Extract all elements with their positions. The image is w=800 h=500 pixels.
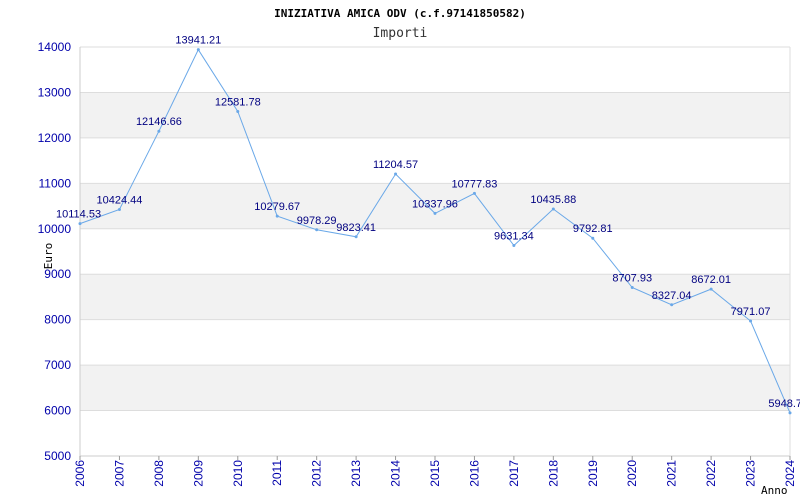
data-point (196, 48, 200, 52)
x-tick-label: 2018 (546, 460, 560, 487)
x-tick-label: 2013 (349, 460, 363, 487)
data-point (749, 319, 753, 323)
data-point (472, 191, 476, 195)
data-point (394, 172, 398, 176)
data-point (433, 211, 437, 215)
data-point (551, 207, 555, 211)
y-tick-label: 12000 (38, 131, 72, 145)
data-point (709, 287, 713, 291)
data-point (315, 228, 319, 232)
data-label: 13941.21 (175, 35, 221, 47)
x-tick-label: 2020 (625, 460, 639, 487)
chart-subtitle: Importi (373, 26, 428, 41)
data-point (78, 222, 82, 226)
y-tick-label: 6000 (44, 404, 71, 418)
grid-band (80, 274, 790, 320)
grid-band (80, 92, 790, 138)
x-tick-label: 2016 (467, 460, 481, 487)
y-tick-labels: 5000 6000 7000 8000 9000 10000 11000 12000 13000… (38, 40, 72, 463)
data-label: 10777.83 (451, 178, 497, 190)
data-point (157, 129, 161, 133)
grid-band (80, 365, 790, 411)
data-point (670, 303, 674, 307)
y-tick-label: 9000 (44, 267, 71, 281)
x-tick-label: 2023 (744, 460, 758, 487)
chart-title: INIZIATIVA AMICA ODV (c.f.97141850582) (274, 7, 526, 20)
x-tick-label: 2014 (389, 460, 403, 487)
data-point (591, 236, 595, 240)
y-tick-label: 13000 (38, 85, 72, 99)
data-label: 8707.93 (612, 272, 652, 284)
x-tick-label: 2008 (152, 460, 166, 487)
x-tick-labels: 2006 2007 2008 2009 2010 2011 2012 2013 2014 2015… (73, 456, 797, 487)
x-tick-label: 2017 (507, 460, 521, 487)
x-tick-label: 2009 (191, 460, 205, 487)
data-label: 10279.67 (254, 201, 300, 213)
y-tick-label: 8000 (44, 313, 71, 327)
y-tick-label: 7000 (44, 358, 71, 372)
data-label: 12581.78 (215, 96, 261, 108)
x-axis-label: Anno (761, 484, 788, 497)
y-tick-label: 10000 (38, 222, 72, 236)
data-point (788, 411, 792, 415)
x-tick-label: 2019 (586, 460, 600, 487)
data-label: 9978.29 (297, 215, 337, 227)
data-label: 10337.96 (412, 198, 458, 210)
grid-bands (80, 92, 790, 411)
data-point (236, 109, 240, 113)
data-label: 8672.01 (691, 274, 731, 286)
y-tick-label: 14000 (38, 40, 72, 54)
data-label: 9823.41 (336, 222, 376, 234)
data-label: 10424.44 (96, 194, 142, 206)
x-tick-label: 2021 (665, 460, 679, 487)
x-tick-label: 2010 (231, 460, 245, 487)
data-label: 10435.88 (530, 194, 576, 206)
data-point (354, 235, 358, 239)
y-tick-label: 5000 (44, 449, 71, 463)
x-tick-label: 2012 (310, 460, 324, 487)
data-point (630, 285, 634, 289)
data-point (275, 214, 279, 218)
data-label: 9631.34 (494, 231, 534, 243)
y-axis-label: Euro (42, 243, 55, 270)
data-label: 12146.66 (136, 116, 182, 128)
data-label: 5948.7 (768, 398, 800, 410)
data-point (117, 207, 121, 211)
data-points (78, 48, 792, 415)
x-tick-label: 2015 (428, 460, 442, 487)
data-label: 9792.81 (573, 223, 613, 235)
data-label: 11204.57 (373, 159, 418, 171)
grid-band (80, 183, 790, 229)
x-tick-label: 2024 (783, 460, 797, 487)
data-label: 8327.04 (652, 290, 692, 302)
data-point (512, 244, 516, 248)
y-tick-label: 11000 (39, 176, 72, 190)
data-labels: 10114.53 10424.44 12146.66 13941.21 12581.78… (56, 35, 800, 410)
x-tick-label: 2007 (112, 460, 126, 487)
x-tick-label: 2006 (73, 460, 87, 487)
x-tick-label: 2011 (270, 460, 284, 486)
data-label: 7971.07 (731, 306, 771, 318)
gridlines (80, 46, 790, 457)
data-label: 10114.53 (56, 209, 101, 221)
x-tick-label: 2022 (704, 460, 718, 487)
